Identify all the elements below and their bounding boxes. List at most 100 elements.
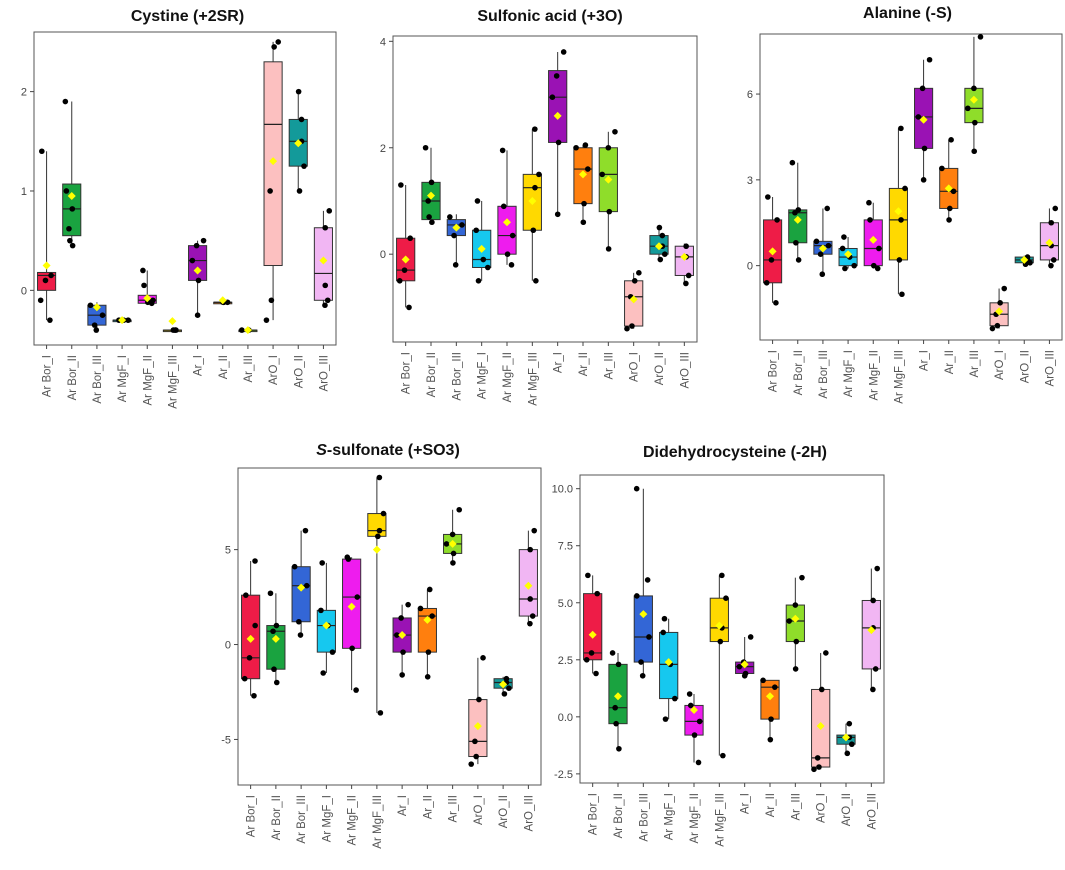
- mean-marker: [294, 139, 303, 148]
- x-tick-label: ArO_III: [866, 793, 878, 829]
- data-point: [719, 572, 725, 579]
- data-point: [661, 251, 668, 257]
- x-tick-label: ArO_I: [268, 355, 280, 385]
- mean-marker: [715, 621, 724, 630]
- data-point: [476, 696, 482, 703]
- data-point: [456, 506, 463, 513]
- data-point: [447, 214, 453, 220]
- mean-marker: [118, 316, 127, 325]
- x-tick-label: Ar MgF_II: [347, 795, 359, 845]
- data-point: [811, 766, 817, 773]
- data-point: [795, 257, 802, 263]
- plot-area: [392, 35, 698, 343]
- data-point: [533, 278, 539, 284]
- data-point: [47, 317, 53, 323]
- x-tick-label: Ar MgF_III: [167, 355, 179, 409]
- data-point: [817, 251, 824, 258]
- data-point: [376, 474, 383, 481]
- x-tick-label: Ar Bor_I: [588, 793, 600, 835]
- data-point: [768, 716, 774, 722]
- data-point: [926, 56, 933, 63]
- x-tick-label: Ar_III: [603, 352, 615, 379]
- data-point: [848, 741, 855, 748]
- data-point: [443, 541, 450, 547]
- data-point: [872, 666, 879, 672]
- mean-marker: [614, 692, 622, 701]
- data-point: [267, 590, 274, 597]
- x-tick-label: ArO_II: [841, 793, 853, 826]
- mean-marker: [193, 266, 202, 275]
- mean-marker: [246, 634, 255, 643]
- data-point: [48, 272, 54, 279]
- data-point: [396, 278, 403, 284]
- data-point: [273, 679, 280, 686]
- data-point: [1052, 205, 1059, 212]
- chart-title-didehydrocysteine: Didehydrocysteine (-2H): [580, 444, 890, 462]
- data-point: [62, 98, 69, 105]
- title-text: Didehydrocysteine (-2H): [642, 444, 828, 461]
- x-tick-label: Ar_I: [397, 795, 409, 816]
- data-point: [527, 546, 533, 553]
- data-point: [573, 144, 579, 151]
- mean-marker: [243, 326, 252, 335]
- data-point: [659, 232, 666, 239]
- mean-marker: [740, 660, 749, 669]
- data-point: [919, 85, 926, 92]
- data-point: [480, 256, 487, 263]
- x-tick-label: Ar Bor_III: [296, 795, 308, 844]
- data-point: [921, 145, 928, 152]
- y-tick-label: 5: [225, 545, 231, 557]
- data-point: [876, 245, 882, 252]
- box-ar-mgf-iii: [888, 187, 908, 261]
- x-tick-label: Ar MgF_III: [372, 795, 384, 849]
- data-point: [530, 227, 537, 234]
- x-tick-label: Ar MgF_I: [117, 355, 129, 402]
- data-point: [742, 670, 749, 677]
- mean-marker: [768, 247, 777, 256]
- data-point: [472, 738, 478, 745]
- mean-marker: [473, 722, 482, 731]
- x-tick-label: Ar_I: [193, 355, 205, 376]
- data-point: [326, 208, 333, 214]
- mean-marker: [92, 303, 101, 312]
- data-point: [480, 655, 486, 661]
- box-ar-bor-ii: [266, 625, 286, 670]
- data-point: [662, 716, 669, 722]
- y-tick-label: 0.0: [558, 712, 573, 724]
- data-point: [271, 44, 277, 50]
- mean-marker: [894, 207, 903, 216]
- data-point: [422, 144, 429, 151]
- data-point: [633, 485, 640, 492]
- data-point: [971, 85, 977, 92]
- data-point: [429, 613, 435, 619]
- mean-marker: [1045, 238, 1054, 247]
- mean-marker: [553, 111, 562, 120]
- data-point: [765, 194, 771, 200]
- data-point: [844, 750, 851, 757]
- y-tick-label: 10.0: [552, 484, 573, 496]
- data-point: [449, 531, 456, 538]
- data-point: [555, 139, 562, 146]
- mean-marker: [322, 621, 331, 630]
- data-point: [499, 147, 506, 154]
- y-tick-label: 2.5: [558, 655, 573, 667]
- data-point: [400, 649, 406, 655]
- box-ar-bor-iii: [291, 566, 311, 623]
- data-point: [451, 232, 457, 239]
- data-point: [773, 300, 779, 306]
- mean-marker: [818, 244, 827, 253]
- y-tick-label: 6: [747, 89, 753, 101]
- data-point: [536, 171, 542, 178]
- data-point: [452, 262, 459, 268]
- mean-marker: [944, 184, 953, 193]
- data-point: [322, 302, 328, 309]
- data-point: [475, 278, 482, 284]
- x-tick-label: Ar MgF_I: [843, 350, 855, 397]
- data-point: [527, 596, 534, 602]
- box-ar-bor-i: [583, 593, 603, 661]
- data-point: [612, 704, 618, 711]
- data-point: [426, 214, 432, 220]
- data-point: [971, 148, 978, 155]
- mean-marker: [448, 539, 457, 548]
